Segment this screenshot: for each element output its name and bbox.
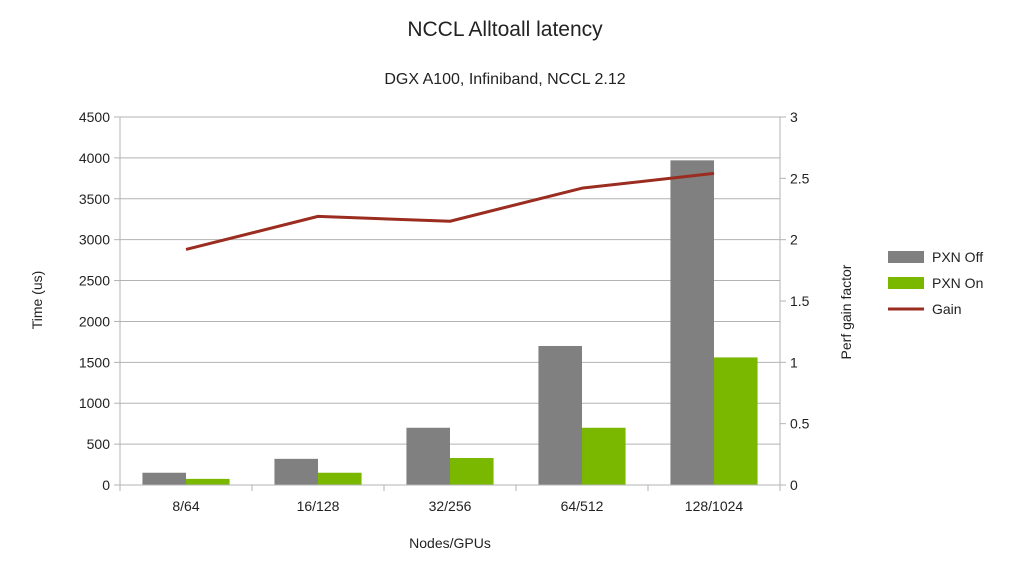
y2-tick-label: 1.5 — [790, 293, 810, 309]
y2-tick-label: 2.5 — [790, 170, 810, 186]
bar-pxn-off — [142, 472, 186, 485]
legend-label-gain: Gain — [932, 301, 962, 317]
y2-tick-label: 3 — [790, 109, 798, 125]
bar-pxn-on — [186, 478, 230, 485]
y2-axis-label: Perf gain factor — [838, 264, 854, 359]
y2-tick-label: 0.5 — [790, 416, 810, 432]
y-tick-label: 2000 — [79, 313, 110, 329]
bar-pxn-off — [274, 458, 318, 485]
legend-swatch-pxn-on — [888, 277, 924, 289]
line-gain — [185, 171, 715, 251]
bar-pxn-on — [714, 357, 758, 485]
x-tick-label: 32/256 — [429, 498, 472, 514]
y-tick-label: 3500 — [79, 191, 110, 207]
y-tick-label: 2500 — [79, 273, 110, 289]
x-tick-label: 8/64 — [172, 498, 199, 514]
legend: PXN Off PXN On Gain — [888, 249, 983, 317]
x-axis-label: Nodes/GPUs — [409, 535, 491, 551]
y-tick-label: 4500 — [79, 109, 110, 125]
bar-pxn-on — [450, 458, 494, 485]
y-tick-label: 0 — [102, 477, 110, 493]
y-tick-label: 500 — [87, 436, 111, 452]
bar-pxn-off — [406, 427, 450, 485]
x-tick-label: 128/1024 — [685, 498, 744, 514]
y-tick-label: 4000 — [79, 150, 110, 166]
chart-title: NCCL Alltoall latency — [407, 18, 603, 41]
legend-label-pxn-on: PXN On — [932, 275, 983, 291]
bar-pxn-on — [582, 427, 626, 485]
y-axis-label: Time (us) — [29, 271, 45, 330]
y2-tick-label: 2 — [790, 232, 798, 248]
chart-subtitle: DGX A100, Infiniband, NCCL 2.12 — [384, 71, 625, 88]
y2-tick-label: 0 — [790, 477, 798, 493]
y-tick-label: 1000 — [79, 395, 110, 411]
bar-pxn-off — [538, 345, 582, 485]
bar-pxn-on — [318, 472, 362, 485]
x-tick-label: 64/512 — [561, 498, 604, 514]
bar-pxn-off — [670, 160, 714, 485]
y-tick-label: 1500 — [79, 354, 110, 370]
y-tick-label: 3000 — [79, 232, 110, 248]
x-tick-label: 16/128 — [297, 498, 340, 514]
legend-label-pxn-off: PXN Off — [932, 249, 983, 265]
legend-swatch-pxn-off — [888, 251, 924, 263]
y2-tick-label: 1 — [790, 354, 798, 370]
